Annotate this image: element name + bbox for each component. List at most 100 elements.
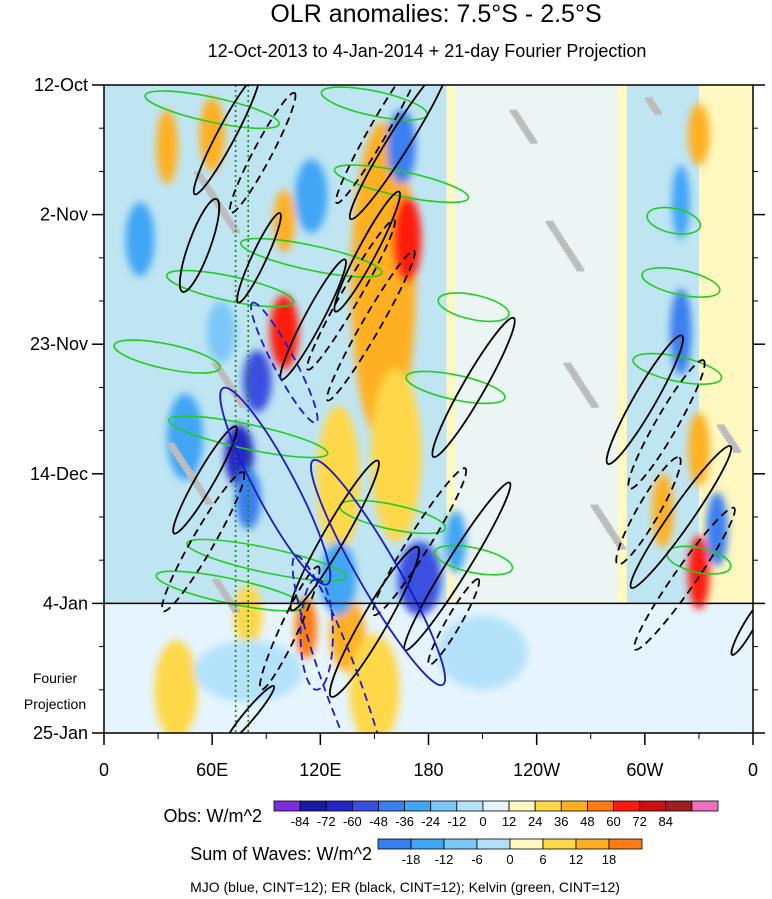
missing-cell: [569, 371, 578, 375]
kelvin-contour: [646, 206, 702, 235]
colorbar-swatch: [509, 838, 544, 850]
missing-cell: [605, 526, 614, 531]
missing-cell: [167, 442, 176, 447]
missing-streak: [167, 442, 213, 505]
colorbar-swatch: [508, 800, 536, 812]
missing-cell: [565, 365, 574, 369]
mjo-contours: [219, 301, 446, 733]
missing-cell: [576, 382, 585, 386]
missing-cell: [176, 456, 185, 461]
chart-title: OLR anomalies: 7.5°S - 2.5°S: [270, 0, 601, 28]
anomaly-blob: [706, 492, 728, 567]
colorbar-tick-label: 36: [554, 814, 568, 829]
missing-cell: [192, 481, 201, 486]
missing-cell: [565, 251, 574, 255]
missing-cell: [177, 459, 186, 463]
colorbar-tick-label: -84: [291, 814, 310, 829]
missing-cell: [222, 215, 231, 220]
missing-cell: [212, 362, 221, 367]
missing-cell: [563, 362, 572, 367]
missing-cell: [725, 438, 734, 442]
y-tick-label: 12-Oct: [34, 75, 88, 95]
obs-colorbar-label: Obs: W/m^2: [164, 806, 262, 826]
waves-colorbar: -18 -12 -6 0 6 12 18: [377, 838, 643, 867]
missing-cell: [594, 510, 603, 514]
er-contour: [335, 85, 425, 205]
colorbar-tick-label: 18: [602, 852, 616, 867]
missing-cell: [567, 368, 576, 372]
kelvin-contour: [333, 164, 470, 204]
legend-note: MJO (blue, CINT=12); ER (black, CINT=12)…: [190, 879, 620, 895]
missing-cell: [219, 589, 228, 594]
missing-cell: [590, 404, 599, 408]
missing-cell: [581, 390, 590, 394]
missing-cell: [556, 237, 565, 241]
missing-cell: [551, 229, 560, 233]
projection-label-line2: Projection: [24, 696, 86, 712]
y-tick-label: 4-Jan: [43, 593, 88, 613]
er-contour: [333, 190, 401, 313]
missing-cell: [563, 248, 572, 252]
missing-cell: [235, 398, 244, 403]
mjo-contour: [291, 554, 393, 733]
er-contour: [627, 359, 706, 490]
anomaly-blob: [235, 467, 261, 530]
projection-label-line1: Fourier: [33, 670, 78, 686]
missing-cell: [199, 179, 208, 184]
missing-cell: [653, 111, 662, 115]
colorbar-swatch: [613, 800, 641, 812]
anomaly-blob: [688, 103, 710, 166]
missing-cell: [525, 134, 534, 139]
missing-cell: [212, 199, 221, 203]
er-contour: [431, 316, 516, 458]
missing-cell: [219, 210, 228, 214]
missing-streak: [716, 424, 742, 453]
obs-colorbar: -84 -72 -60 -48 -36 -24 -12 0 12 24 36 48 60 72 84: [273, 800, 719, 829]
missing-cell: [203, 185, 212, 189]
colorbar-tick-label: -6: [471, 852, 483, 867]
er-contour: [427, 578, 481, 666]
missing-cell: [606, 529, 615, 534]
missing-cell: [230, 226, 239, 231]
missing-cell: [188, 476, 197, 480]
missing-cell: [237, 401, 246, 405]
anomaly-blob: [242, 350, 272, 413]
anomaly-blob: [154, 640, 198, 733]
x-tick-label: 120E: [299, 760, 341, 780]
missing-cell: [727, 441, 736, 445]
colorbar-swatch: [443, 838, 478, 850]
missing-cell: [199, 492, 208, 497]
missing-cell: [208, 193, 217, 198]
missing-cell: [226, 384, 235, 389]
missing-cell: [170, 448, 179, 452]
x-tick-label: 60W: [626, 760, 663, 780]
mjo-contour: [299, 577, 334, 691]
missing-cell: [206, 190, 215, 195]
colorbar-tick-label: -72: [317, 814, 336, 829]
missing-cell: [549, 226, 558, 230]
missing-cell: [168, 445, 177, 450]
kelvin-contour: [144, 90, 281, 130]
missing-cell: [222, 379, 231, 383]
anomaly-blob: [273, 189, 296, 252]
anomaly-blob: [397, 541, 442, 616]
er-contour: [289, 459, 380, 612]
colorbar-tick-label: 12: [502, 814, 516, 829]
missing-cell: [221, 592, 230, 596]
colorbar-swatch: [430, 800, 458, 812]
missing-streak: [563, 362, 599, 408]
x-axis: 0 60E 120E 180 120W 60W 0: [99, 733, 758, 780]
missing-cell: [195, 487, 204, 491]
colorbar-tick-label: -48: [369, 814, 388, 829]
er-contour: [258, 565, 321, 691]
anomaly-blob: [444, 510, 467, 573]
colorbar-swatch: [456, 800, 484, 812]
anomaly-blob: [156, 109, 178, 184]
er-contour: [633, 506, 736, 651]
missing-cell: [224, 598, 233, 602]
missing-cell: [617, 546, 626, 550]
anomaly-blob: [295, 159, 328, 234]
missing-cell: [646, 100, 655, 104]
missing-cell: [560, 242, 569, 247]
missing-cell: [585, 396, 594, 400]
